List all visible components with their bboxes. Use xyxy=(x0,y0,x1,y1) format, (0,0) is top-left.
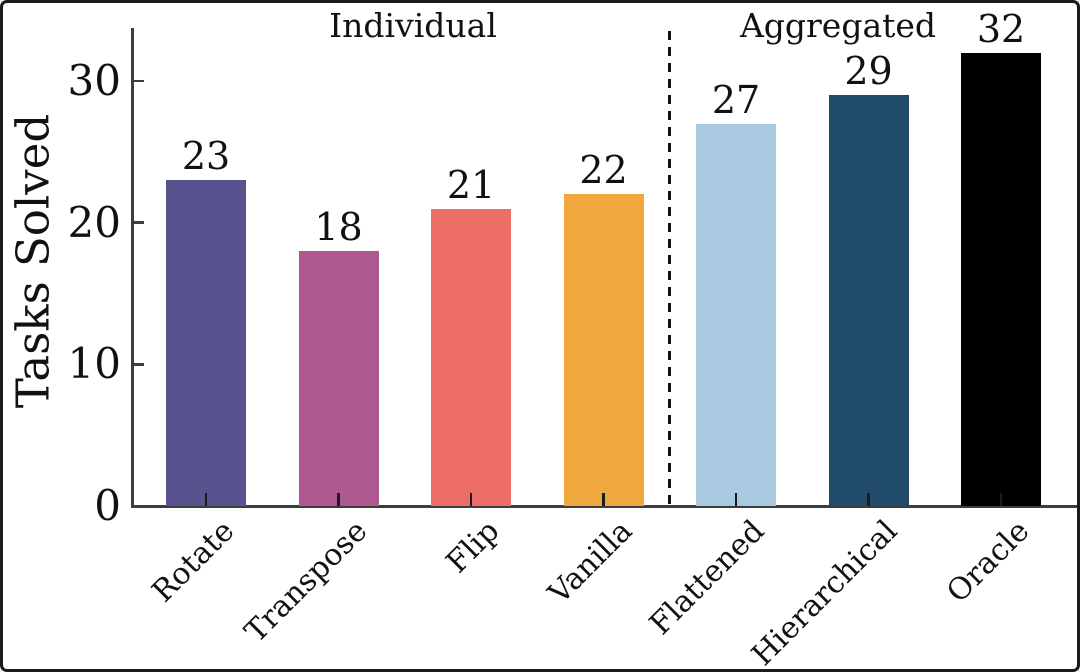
x-axis-spine xyxy=(131,505,1077,508)
x-tick-mark xyxy=(867,493,870,506)
x-tick-label-rotate: Rotate xyxy=(145,513,242,610)
bar-rotate xyxy=(166,180,246,506)
y-tick-mark xyxy=(133,221,144,224)
y-tick-label: 30 xyxy=(67,56,121,106)
x-tick-mark xyxy=(602,493,605,506)
bar-value-label: 29 xyxy=(844,49,893,94)
x-tick-mark xyxy=(999,493,1003,506)
bar-value-label: 32 xyxy=(976,6,1026,51)
bar-transpose xyxy=(298,251,379,506)
x-tick-mark xyxy=(337,493,340,506)
bar-value-label: 27 xyxy=(711,77,761,122)
y-tick-mark xyxy=(133,363,144,366)
x-tick-mark xyxy=(204,493,208,506)
y-tick-label: 20 xyxy=(67,197,121,247)
bar-hierarchical xyxy=(828,95,909,506)
bar-oracle xyxy=(961,52,1041,506)
y-axis-spine xyxy=(131,28,134,506)
y-tick-label: 10 xyxy=(67,339,121,389)
bar-flattened xyxy=(696,123,776,506)
group-title-aggregated: Aggregated xyxy=(739,6,937,45)
y-tick-mark xyxy=(133,79,144,83)
bar-vanilla xyxy=(563,194,644,506)
bar-flip xyxy=(431,208,511,506)
x-tick-mark xyxy=(734,493,738,506)
bar-value-label: 22 xyxy=(579,148,628,193)
y-tick-label: 0 xyxy=(94,481,121,530)
group-title-individual: Individual xyxy=(329,6,497,45)
bar-value-label: 23 xyxy=(181,134,231,179)
group-divider-dashed-line xyxy=(668,31,671,506)
x-tick-mark xyxy=(469,493,473,506)
bar-value-label: 18 xyxy=(314,205,363,249)
bar-value-label: 21 xyxy=(446,162,496,207)
